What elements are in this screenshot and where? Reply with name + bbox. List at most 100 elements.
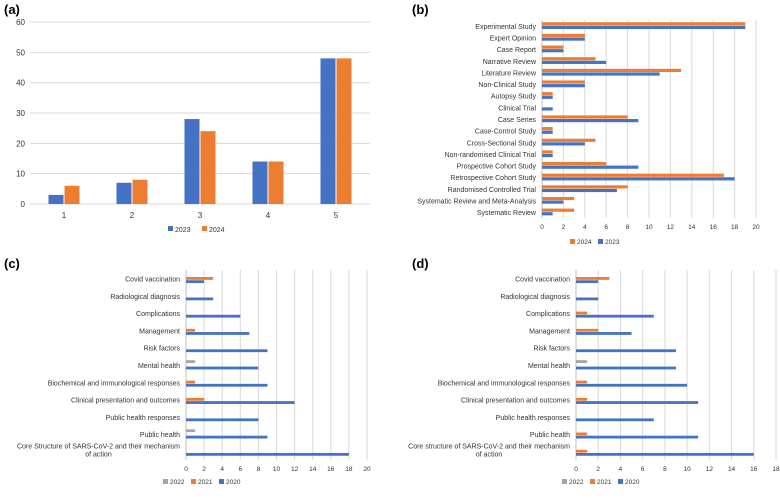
legend-label-plot-c-2020: 2020 [226,479,241,486]
bar-plot-b-2024 [542,92,553,96]
x-tick-label-plot-b: 4 [583,224,587,231]
bar-a-2024-1 [64,185,80,204]
x-tick-label-a: 1 [62,211,67,220]
x-tick-label-plot-b: 8 [626,224,630,231]
x-tick-label-plot-c: 14 [309,466,317,473]
legend-swatch-a-2024 [202,226,207,231]
x-tick-label-plot-c: 20 [363,466,371,473]
category-label-plot-c: Radiological diagnosis [110,294,180,301]
x-tick-label-a: 3 [198,211,203,220]
bar-plot-d-2020 [576,314,654,318]
x-tick-label-plot-b: 20 [752,224,760,231]
x-tick-label-plot-d: 16 [750,466,758,473]
category-label-plot-d: Management [529,328,570,335]
bar-plot-c-2021 [186,397,205,401]
bar-plot-c-2020 [186,349,268,353]
x-tick-label-plot-d: 18 [772,466,780,473]
legend-swatch-plot-c-2020 [219,479,224,484]
category-label-plot-b: Non-randomised Clinical Trial [445,152,537,159]
category-label-plot-b: Narrative Review [483,59,537,66]
bar-plot-c-2021 [186,277,214,280]
bar-a-2023-5 [320,58,336,205]
legend-label-plot-b-2023: 2023 [605,239,620,246]
y-tick-label-a: 10 [16,170,25,179]
bar-plot-d-2021 [576,380,588,384]
bar-plot-d-2021 [576,328,599,332]
bar-plot-b-2024 [542,185,628,189]
bar-plot-c-2020 [186,435,268,439]
bar-a-2024-2 [132,179,148,204]
bar-a-2023-2 [116,182,132,204]
category-label-plot-c: Public health [140,432,180,439]
legend-label-plot-d-2022: 2022 [569,479,584,486]
category-label-plot-d: Public health responses [496,415,571,422]
bar-plot-b-2023 [542,142,585,146]
bar-a-2023-4 [252,161,268,204]
category-label-plot-b: Cross-Sectional Study [467,140,537,147]
bar-plot-d-2021 [576,397,588,401]
category-label-plot-d: Covid vaccination [515,277,570,284]
bar-plot-d-2020 [576,366,676,370]
category-label-plot-b: Systematic Review and Meta-Analysis [417,199,536,206]
legend-swatch-plot-c-2021 [191,479,196,484]
y-tick-label-a: 50 [16,48,25,57]
panel-label-b: (b) [412,2,429,17]
chart-d: 0 2 4 6 8 10 12 14 16 18 Covid vaccination Radiolog… [408,270,780,486]
bar-plot-d-2020 [576,401,699,404]
bar-plot-d-2022 [576,360,588,363]
legend-label-plot-c-2021: 2021 [198,479,213,486]
bar-plot-c-2020 [186,418,259,422]
bar-plot-d-2021 [576,311,588,315]
category-label-plot-b: Case Series [498,117,537,124]
x-tick-label-plot-c: 2 [202,466,206,473]
legend-label-a-2024: 2024 [209,227,225,234]
legend-swatch-plot-d-2021 [590,479,595,484]
category-label-plot-d: Core structure of SARS-CoV-2 and their m… [408,443,570,458]
x-tick-label-plot-d: 10 [683,466,691,473]
x-tick-label-plot-c: 8 [257,466,261,473]
category-label-plot-b: Expert Opinion [490,35,536,42]
category-label-plot-c: Mental health [138,363,180,370]
bar-plot-c-2020 [186,401,295,404]
y-tick-label-a: 60 [16,18,25,27]
bar-plot-b-2023 [542,212,553,216]
x-tick-label-plot-b: 12 [667,224,675,231]
legend-swatch-plot-b-2024 [570,239,575,244]
bar-plot-b-2023 [542,119,639,123]
bar-plot-b-2024 [542,138,596,142]
category-label-plot-b: Experimental Study [475,24,536,31]
bar-plot-b-2024 [542,45,564,49]
bar-a-2023-3 [184,119,200,204]
category-label-plot-c: Clinical presentation and outcomes [71,398,180,405]
x-tick-label-plot-c: 6 [238,466,242,473]
bar-plot-c-2021 [186,380,196,384]
legend-label-plot-d-2021: 2021 [597,479,612,486]
legend-swatch-plot-b-2023 [598,239,603,244]
chart-c: 0 2 4 6 8 10 12 14 16 18 20 Covid vaccination Radiol… [17,270,371,486]
x-tick-label-plot-d: 14 [728,466,736,473]
chart-a: 0 10 20 30 40 50 60 1 2 3 4 5 2023 2024 [16,18,370,234]
x-tick-label-plot-b: 6 [604,224,608,231]
bar-plot-b-2024 [542,80,585,84]
bar-plot-d-2020 [576,280,599,284]
category-label-plot-b: Non-Clinical Study [478,82,536,89]
category-label-plot-d: Mental health [528,363,570,370]
x-tick-label-a: 4 [266,211,271,220]
x-tick-label-plot-c: 18 [345,466,353,473]
x-tick-label-plot-c: 16 [327,466,335,473]
category-label-plot-c: Risk factors [143,346,180,353]
category-label-plot-c: Public health responses [106,415,181,422]
x-tick-label-plot-c: 10 [273,466,281,473]
bar-plot-b-2023 [542,37,585,41]
legend-label-plot-c-2022: 2022 [170,479,185,486]
x-tick-label-plot-b: 2 [562,224,566,231]
category-label-plot-d: Complications [526,311,570,318]
x-tick-label-plot-b: 18 [731,224,739,231]
bar-plot-c-2021 [186,328,196,332]
bar-plot-b-2023 [542,177,735,181]
bar-plot-c-2020 [186,383,268,387]
bar-plot-c-2020 [186,314,241,318]
bar-plot-b-2024 [542,22,746,26]
bar-plot-d-2021 [576,432,588,436]
